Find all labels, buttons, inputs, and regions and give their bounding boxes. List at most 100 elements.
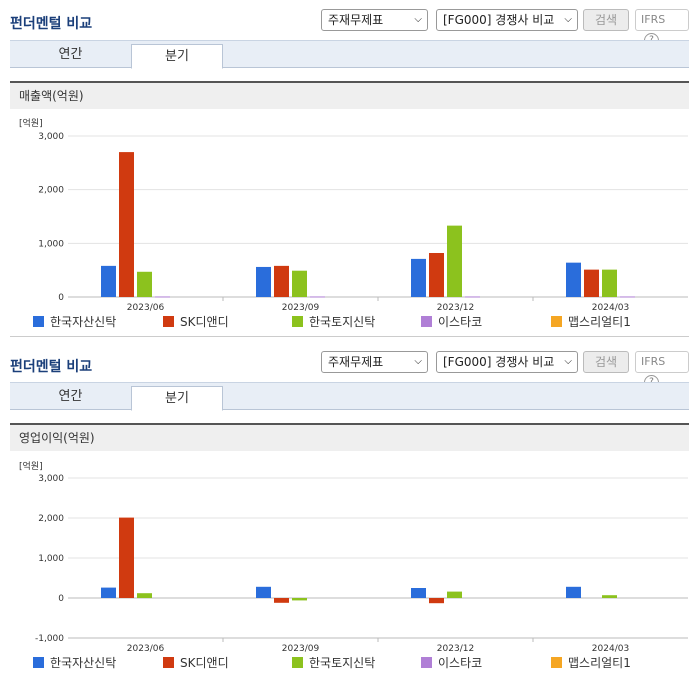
panel-title: 펀더멘털 비교 — [10, 359, 93, 375]
section-title: 매출액(억원) — [10, 81, 689, 109]
legend-swatch — [551, 657, 562, 668]
legend-swatch — [163, 657, 174, 668]
unit-label: [억원] — [19, 460, 43, 472]
comparison-select-value: [FG000] 경쟁사 비교 — [443, 355, 555, 369]
legend-item[interactable]: 맵스리얼티1 — [551, 654, 631, 671]
y-tick-label: 1,000 — [38, 239, 64, 249]
y-tick-label: 3,000 — [38, 132, 64, 142]
x-category-label: 2024/03 — [592, 644, 629, 654]
legend-swatch — [33, 316, 44, 327]
period-tabbar: 연간 분기 — [10, 40, 689, 69]
x-category-label: 2023/12 — [437, 644, 474, 654]
ifrs-help-button[interactable]: IFRS? — [635, 351, 689, 390]
bar — [119, 152, 134, 297]
y-tick-label: 2,000 — [38, 514, 64, 524]
legend-item[interactable]: 맵스리얼티1 — [551, 313, 631, 330]
bar — [274, 265, 289, 297]
bar — [447, 225, 462, 297]
bar — [310, 296, 325, 298]
legend-item[interactable]: 이스타코 — [421, 654, 482, 671]
comparison-select-value: [FG000] 경쟁사 비교 — [443, 13, 555, 27]
y-tick-label: 1,000 — [38, 554, 64, 564]
legend-swatch — [33, 657, 44, 668]
tab-annual[interactable]: 연간 — [58, 389, 83, 404]
bar — [602, 269, 617, 297]
y-tick-label: 0 — [58, 594, 64, 604]
legend-item[interactable]: 한국토지신탁 — [292, 654, 375, 671]
bar — [411, 588, 426, 598]
bar — [447, 591, 462, 598]
bar — [429, 252, 444, 297]
legend-label: 한국자산신탁 — [50, 315, 117, 329]
panel-divider — [10, 336, 689, 337]
bar — [101, 587, 116, 598]
legend-label: 이스타코 — [438, 315, 483, 329]
legend-label: 맵스리얼티1 — [568, 315, 631, 329]
legend-label: 맵스리얼티1 — [568, 656, 631, 670]
bar — [274, 598, 289, 603]
statement-select-value: 주재무제표 — [328, 355, 384, 369]
tab-quarterly[interactable]: 분기 — [131, 44, 223, 69]
bar — [256, 586, 271, 598]
legend-label: SK디앤디 — [180, 656, 229, 670]
chevron-down-icon: ⌵ — [564, 14, 572, 25]
legend-item[interactable]: 한국자산신탁 — [33, 313, 116, 330]
legend-item[interactable]: 이스타코 — [421, 313, 482, 330]
search-button[interactable]: 검색 — [583, 351, 629, 373]
x-category-label: 2023/12 — [437, 303, 474, 313]
bar — [292, 598, 307, 601]
chart-legend: 한국자산신탁 SK디앤디 한국토지신탁 이스타코 맵스리얼티1 — [33, 654, 693, 670]
bar — [602, 595, 617, 598]
bar — [411, 258, 426, 297]
y-tick-label: 3,000 — [38, 474, 64, 484]
legend-item[interactable]: 한국토지신탁 — [292, 313, 375, 330]
legend-label: 한국토지신탁 — [309, 315, 376, 329]
statement-select[interactable]: 주재무제표 ⌵ — [321, 351, 428, 373]
tab-quarterly[interactable]: 분기 — [131, 386, 223, 411]
legend-item[interactable]: 한국자산신탁 — [33, 654, 116, 671]
y-tick-label: 2,000 — [38, 186, 64, 196]
comparison-select[interactable]: [FG000] 경쟁사 비교 ⌵ — [436, 351, 578, 373]
legend-swatch — [292, 316, 303, 327]
statement-select-value: 주재무제표 — [328, 13, 384, 27]
statement-select[interactable]: 주재무제표 ⌵ — [321, 9, 428, 31]
bar — [465, 296, 480, 298]
legend-item[interactable]: SK디앤디 — [163, 654, 229, 671]
search-button[interactable]: 검색 — [583, 9, 629, 31]
x-category-label: 2024/03 — [592, 303, 629, 313]
legend-swatch — [421, 657, 432, 668]
chart-legend: 한국자산신탁 SK디앤디 한국토지신탁 이스타코 맵스리얼티1 — [33, 313, 693, 329]
comparison-select[interactable]: [FG000] 경쟁사 비교 ⌵ — [436, 9, 578, 31]
bar — [137, 271, 152, 297]
bar — [155, 296, 170, 298]
revenue-bar-chart: [억원] 0 1,000 2,000 3,000 2023/06 2023/09 2023/1… — [19, 117, 688, 313]
legend-label: 이스타코 — [438, 656, 483, 670]
bar — [429, 598, 444, 604]
period-tabbar: 연간 분기 — [10, 382, 689, 411]
section-title: 영업이익(억원) — [10, 423, 689, 451]
tab-annual[interactable]: 연간 — [58, 47, 83, 62]
ifrs-label: IFRS — [641, 13, 666, 26]
bar — [256, 266, 271, 297]
legend-swatch — [292, 657, 303, 668]
operating-income-bar-chart: [억원] -1,000 0 1,000 2,000 3,000 2023/06 2023/09… — [19, 460, 688, 654]
panel-title: 펀더멘털 비교 — [10, 16, 93, 32]
bar — [101, 265, 116, 297]
legend-swatch — [163, 316, 174, 327]
y-tick-label: -1,000 — [35, 634, 64, 644]
ifrs-help-button[interactable]: IFRS? — [635, 9, 689, 48]
legend-swatch — [551, 316, 562, 327]
chevron-down-icon: ⌵ — [414, 356, 422, 367]
legend-label: SK디앤디 — [180, 315, 229, 329]
bar — [137, 593, 152, 598]
bar — [566, 262, 581, 297]
x-category-label: 2023/06 — [127, 303, 165, 313]
chevron-down-icon: ⌵ — [414, 14, 422, 25]
legend-label: 한국자산신탁 — [50, 656, 117, 670]
ifrs-label: IFRS — [641, 355, 666, 368]
unit-label: [억원] — [19, 117, 43, 129]
x-category-label: 2023/09 — [282, 644, 320, 654]
legend-item[interactable]: SK디앤디 — [163, 313, 229, 330]
bar — [620, 296, 635, 298]
bar — [566, 586, 581, 598]
